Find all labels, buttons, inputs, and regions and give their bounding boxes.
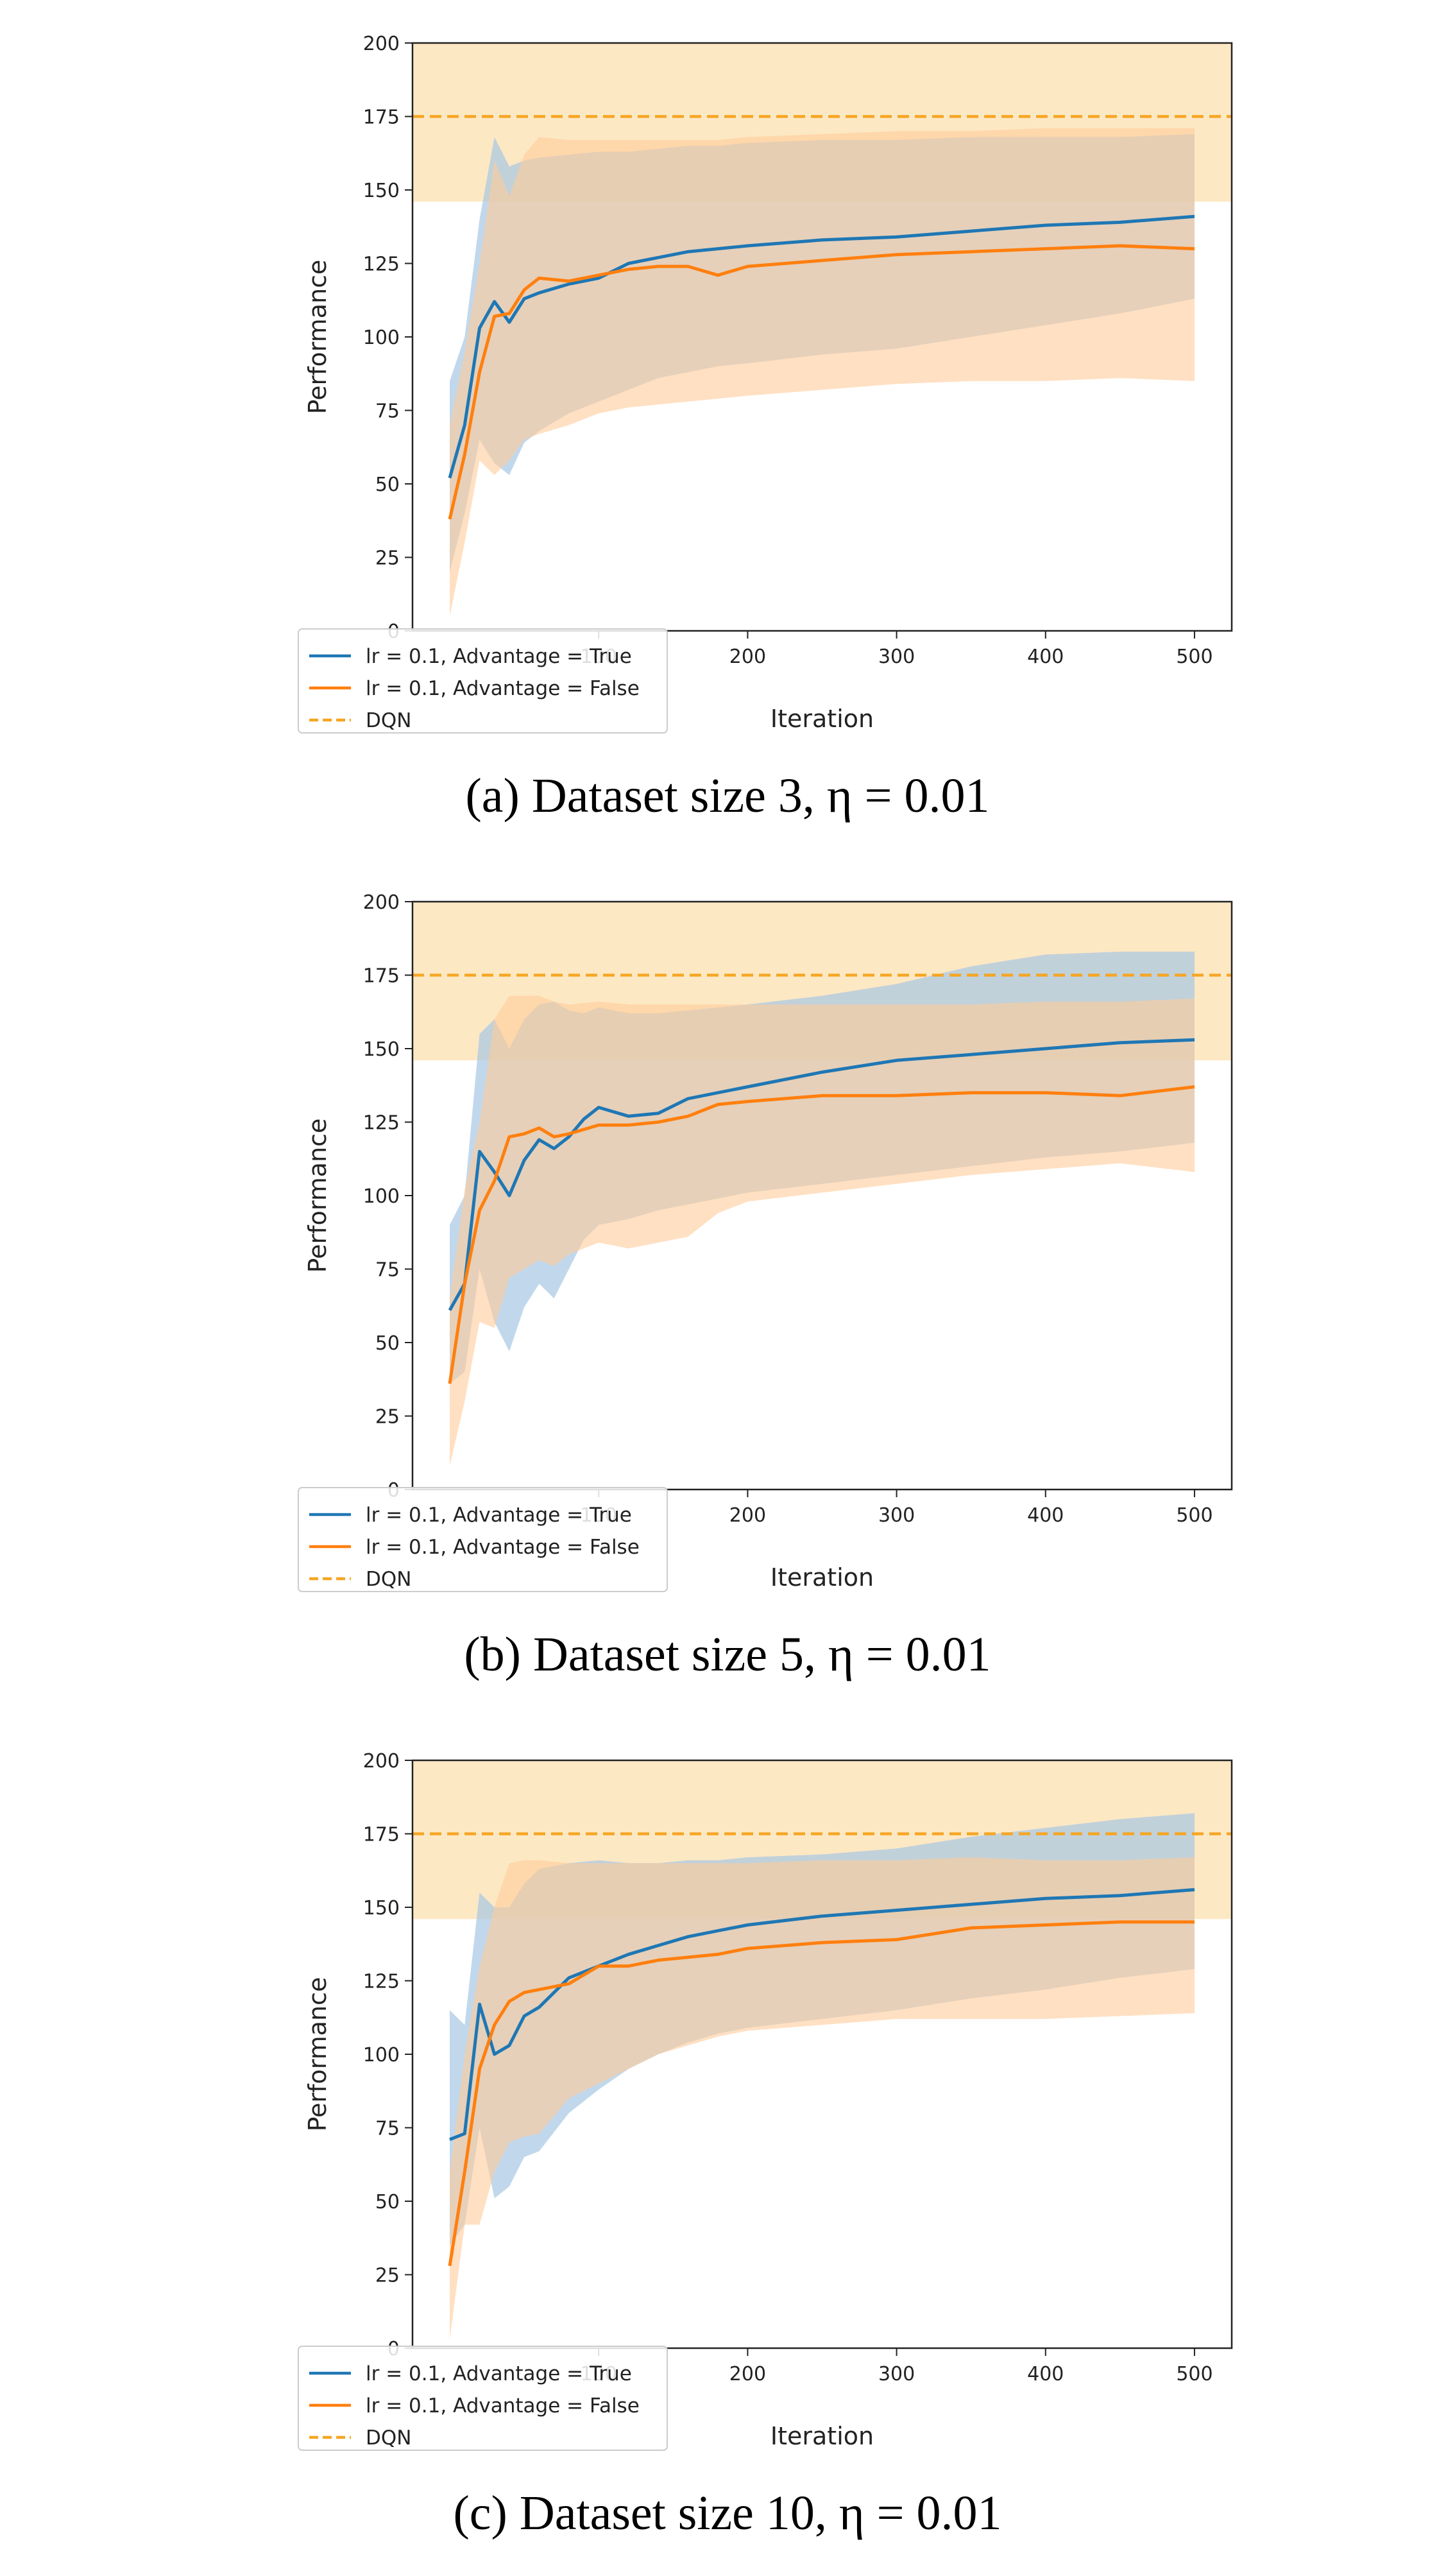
- chart-c: 0255075100125150175200100200300400500Ite…: [298, 1750, 1233, 2540]
- y-axis-label: Performance: [303, 260, 332, 415]
- series-band-advantage-false: [450, 995, 1195, 1466]
- x-tick-label: 200: [729, 646, 766, 668]
- legend-item-advantage-false-label: lr = 0.1, Advantage = False: [366, 2394, 640, 2417]
- legend: lr = 0.1, Advantage = True lr = 0.1, Adva…: [298, 2346, 668, 2451]
- x-tick-label: 400: [1027, 1504, 1064, 1527]
- x-tick-label: 200: [729, 2363, 766, 2385]
- panel-caption: (a) Dataset size 3, η = 0.01: [466, 769, 990, 823]
- series-line-advantage-true: [449, 1888, 1195, 2142]
- series-line-advantage-false: [448, 1085, 1195, 1384]
- y-tick-label: 50: [375, 474, 400, 496]
- legend-item-advantage-true-label: lr = 0.1, Advantage = True: [366, 645, 632, 668]
- legend-item-dqn-label: DQN: [366, 709, 411, 732]
- y-tick-label: 125: [363, 253, 400, 276]
- y-axis-label: Performance: [303, 1119, 332, 1273]
- y-tick-label: 175: [363, 107, 400, 129]
- series-band-advantage-false: [450, 128, 1195, 617]
- y-tick-label: 100: [363, 1185, 400, 1208]
- y-tick-label: 25: [375, 547, 400, 570]
- x-tick-label: 300: [878, 2363, 915, 2385]
- legend-box: [298, 1487, 668, 1592]
- y-tick-label: 25: [375, 2265, 400, 2287]
- y-tick-label: 125: [363, 1971, 400, 1993]
- series-band-advantage-false: [450, 1857, 1195, 2340]
- panel-c: 0255075100125150175200100200300400500Ite…: [0, 1717, 1455, 2576]
- y-tick-label: 200: [363, 1750, 400, 1773]
- y-tick-label: 175: [363, 965, 400, 988]
- series-line-advantage-true: [448, 1038, 1195, 1311]
- legend: lr = 0.1, Advantage = True lr = 0.1, Adva…: [298, 628, 668, 734]
- x-tick-label: 500: [1176, 646, 1212, 668]
- x-tick-label: 500: [1176, 2363, 1212, 2385]
- x-axis-label: Iteration: [770, 2422, 874, 2450]
- panel-b: 0255075100125150175200100200300400500Ite…: [0, 859, 1455, 1717]
- legend-box: [298, 2346, 668, 2451]
- panel-a: 0255075100125150175200100200300400500Ite…: [0, 0, 1455, 859]
- series-line-advantage-false: [448, 1920, 1195, 2267]
- series-line-advantage-true: [448, 214, 1195, 479]
- y-axis-label: Performance: [303, 1977, 332, 2132]
- y-tick-label: 100: [363, 327, 400, 349]
- legend-item-advantage-false-label: lr = 0.1, Advantage = False: [366, 677, 640, 700]
- legend-item-advantage-false-label: lr = 0.1, Advantage = False: [366, 1536, 640, 1559]
- y-tick-label: 125: [363, 1112, 400, 1135]
- x-tick-label: 400: [1027, 2363, 1064, 2385]
- y-tick-label: 150: [363, 1897, 400, 1919]
- legend-item-dqn-label: DQN: [366, 2426, 411, 2450]
- series-line-advantage-false: [448, 244, 1195, 520]
- legend-item-advantage-true-label: lr = 0.1, Advantage = True: [366, 2362, 632, 2385]
- panel-caption: (c) Dataset size 10, η = 0.01: [454, 2486, 1002, 2540]
- y-tick-label: 100: [363, 2044, 400, 2066]
- y-tick-label: 150: [363, 1038, 400, 1061]
- x-tick-label: 500: [1176, 1504, 1212, 1527]
- y-tick-label: 150: [363, 180, 400, 202]
- chart-b: 0255075100125150175200100200300400500Ite…: [298, 891, 1233, 1681]
- y-tick-label: 50: [375, 2191, 400, 2213]
- x-axis-label: Iteration: [770, 1563, 874, 1592]
- x-tick-label: 300: [878, 646, 915, 668]
- y-tick-label: 75: [375, 2118, 400, 2140]
- y-tick-label: 50: [375, 1332, 400, 1355]
- x-tick-label: 400: [1027, 646, 1064, 668]
- y-tick-label: 200: [363, 891, 400, 914]
- x-tick-label: 200: [729, 1504, 766, 1527]
- legend-item-dqn-label: DQN: [366, 1568, 411, 1591]
- x-tick-label: 300: [878, 1504, 915, 1527]
- y-tick-label: 75: [375, 400, 400, 423]
- y-tick-label: 175: [363, 1824, 400, 1846]
- legend-item-advantage-true-label: lr = 0.1, Advantage = True: [366, 1504, 632, 1527]
- x-axis-label: Iteration: [770, 705, 874, 733]
- y-tick-label: 25: [375, 1406, 400, 1429]
- legend: lr = 0.1, Advantage = True lr = 0.1, Adva…: [298, 1487, 668, 1592]
- y-tick-label: 75: [375, 1259, 400, 1282]
- y-tick-label: 200: [363, 33, 400, 55]
- panel-caption: (b) Dataset size 5, η = 0.01: [464, 1627, 991, 1681]
- chart-a: 0255075100125150175200100200300400500Ite…: [298, 33, 1233, 823]
- legend-box: [298, 628, 668, 734]
